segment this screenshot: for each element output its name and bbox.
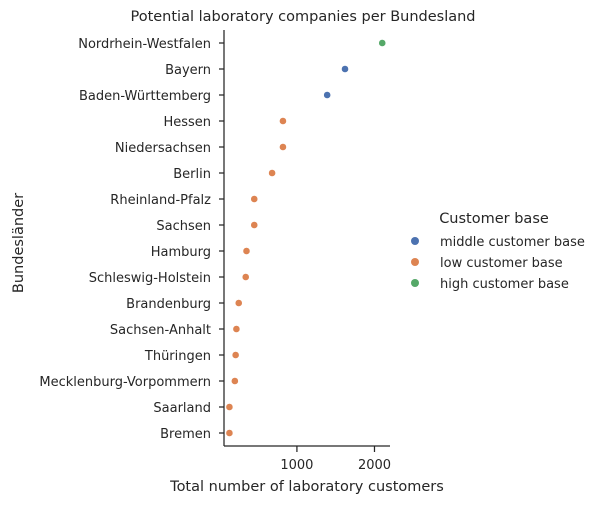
point-hamburg [242, 247, 251, 255]
y-tick-label-berlin: Berlin [173, 167, 211, 182]
chart-title: Potential laboratory companies per Bunde… [130, 9, 475, 25]
point-sachsen [250, 221, 259, 229]
y-tick-label-hamburg: Hamburg [151, 245, 211, 260]
y-tick-label-brandenburg: Brandenburg [126, 297, 211, 312]
y-tick-label-hessen: Hessen [163, 115, 211, 130]
y-axis: Nordrhein-Westfalen Bayern Baden-Württembe… [39, 30, 225, 446]
legend-title: Customer base [439, 211, 549, 227]
point-sachsen-anhalt [232, 325, 241, 333]
y-ticks: Nordrhein-Westfalen Bayern Baden-Württembe… [39, 37, 224, 442]
y-tick-label-bremen: Bremen [160, 427, 211, 442]
legend-marker-high-customer-base [411, 279, 419, 287]
legend-entries: middle customer base low customer base hig… [411, 235, 585, 292]
x-tick-label-1000: 1000 [280, 458, 313, 473]
point-th-ringen [231, 351, 240, 359]
y-tick-label-mecklenburg-vorpommern: Mecklenburg-Vorpommern [39, 375, 211, 390]
data-points [225, 39, 387, 437]
legend-marker-middle-customer-base [411, 237, 419, 245]
point-bayern [341, 65, 349, 73]
y-axis-label: Bundesländer [11, 193, 27, 293]
x-tick-label-2000: 2000 [358, 458, 391, 473]
point-saarland [225, 403, 234, 411]
y-tick-label-saarland: Saarland [153, 401, 211, 416]
x-axis-label: Total number of laboratory customers [169, 479, 444, 495]
y-tick-label-sachsen: Sachsen [156, 219, 211, 234]
y-tick-label-th-ringen: Thüringen [144, 349, 211, 364]
point-bremen [225, 429, 234, 437]
x-axis: 1000 2000 [224, 445, 391, 473]
point-hessen [279, 117, 287, 125]
point-brandenburg [234, 299, 243, 307]
y-tick-label-sachsen-anhalt: Sachsen-Anhalt [110, 323, 211, 338]
y-tick-label-niedersachsen: Niedersachsen [115, 141, 211, 156]
point-rheinland-pfalz [250, 195, 259, 203]
x-ticks: 1000 2000 [280, 446, 391, 473]
y-tick-label-nordrhein-westfalen: Nordrhein-Westfalen [78, 37, 211, 52]
y-tick-label-schleswig-holstein: Schleswig-Holstein [89, 271, 211, 286]
point-nordrhein-westfalen [378, 39, 387, 47]
legend-marker-low-customer-base [411, 258, 419, 266]
legend-label-high-customer-base: high customer base [440, 277, 569, 292]
point-niedersachsen [279, 143, 287, 151]
point-berlin [268, 169, 276, 177]
point-schleswig-holstein [241, 273, 250, 281]
point-mecklenburg-vorpommern [230, 377, 239, 385]
y-tick-label-baden-w-rttemberg: Baden-Württemberg [79, 89, 211, 104]
legend-label-low-customer-base: low customer base [440, 256, 563, 271]
legend: Customer base middle customer base low cu… [411, 211, 585, 292]
legend-label-middle-customer-base: middle customer base [440, 235, 585, 250]
point-baden-w-rttemberg [323, 91, 332, 99]
y-tick-label-rheinland-pfalz: Rheinland-Pfalz [110, 193, 211, 208]
y-tick-label-bayern: Bayern [165, 63, 211, 78]
